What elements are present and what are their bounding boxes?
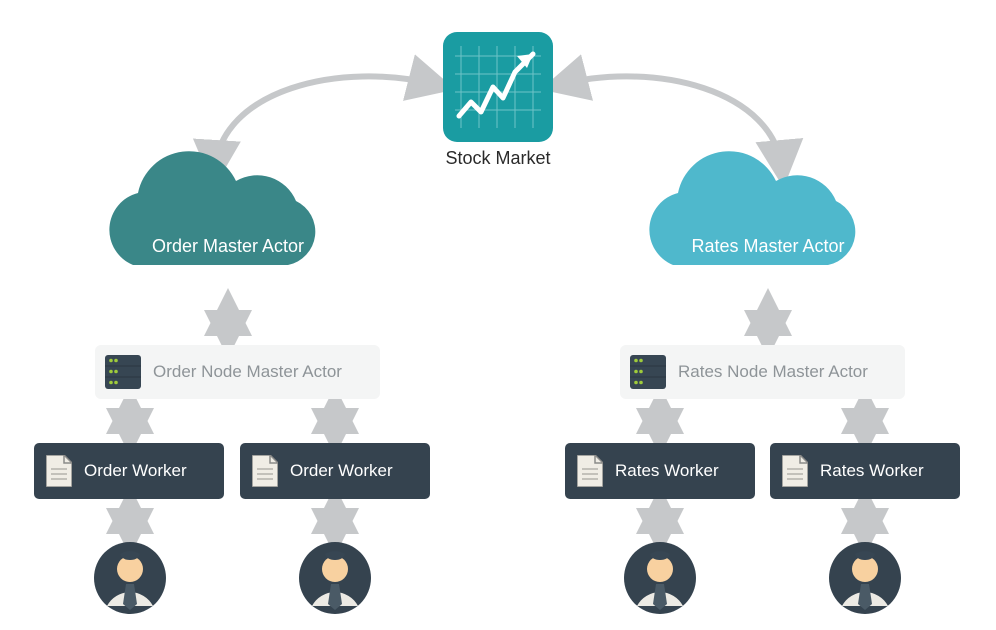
person-icon	[624, 542, 696, 614]
stock-chart-icon	[443, 32, 553, 142]
arrow-root-left	[215, 76, 438, 170]
order-worker: Order Worker	[240, 443, 430, 499]
rates-worker-label: Rates Worker	[820, 461, 924, 481]
diagram-canvas: Stock Market Order Master Actor Rates Ma…	[0, 0, 996, 630]
order-node-master: Order Node Master Actor	[95, 345, 380, 399]
order-worker-label: Order Worker	[84, 461, 187, 481]
stock-market-node	[443, 32, 553, 142]
person-icon	[829, 542, 901, 614]
rates-node-master-label: Rates Node Master Actor	[678, 362, 868, 382]
document-icon	[577, 455, 603, 487]
rates-worker-label: Rates Worker	[615, 461, 719, 481]
rates-worker: Rates Worker	[770, 443, 960, 499]
vertical-arrows	[130, 306, 865, 538]
order-worker-label: Order Worker	[290, 461, 393, 481]
server-icon	[630, 355, 666, 389]
rates-node-master: Rates Node Master Actor	[620, 345, 905, 399]
order-node-master-label: Order Node Master Actor	[153, 362, 342, 382]
cloud-order-label: Order Master Actor	[142, 236, 314, 257]
rates-worker: Rates Worker	[565, 443, 755, 499]
person-icon	[299, 542, 371, 614]
server-icon	[105, 355, 141, 389]
stock-market-label: Stock Market	[443, 148, 553, 169]
document-icon	[46, 455, 72, 487]
order-worker: Order Worker	[34, 443, 224, 499]
person-icon	[94, 542, 166, 614]
document-icon	[782, 455, 808, 487]
document-icon	[252, 455, 278, 487]
cloud-rates-label: Rates Master Actor	[682, 236, 854, 257]
